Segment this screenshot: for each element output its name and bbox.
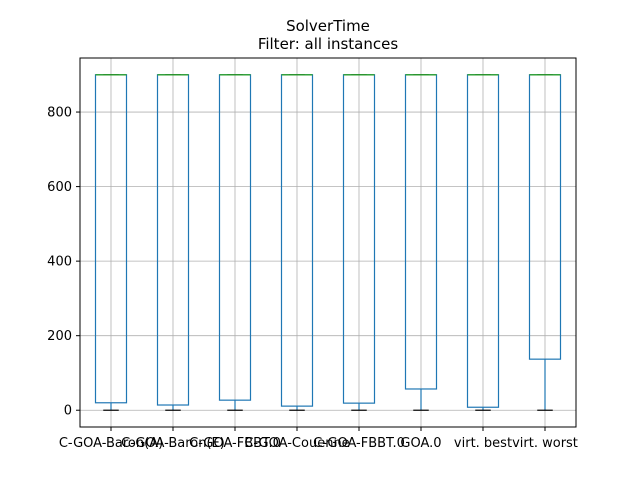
x-tick-label: C-GOA-FBBT.0 <box>189 436 281 451</box>
chart-subtitle: Filter: all instances <box>258 35 399 53</box>
box-7 <box>528 74 562 411</box>
y-tick-label: 0 <box>64 404 72 419</box>
x-axis: C-GOA-Baron(A)C-GOA-Baron(E)C-GOA-FBBT.0… <box>59 427 578 451</box>
x-tick-label: virt. best <box>454 436 512 451</box>
y-axis: 0 200 400 600 800 <box>47 106 80 419</box>
plot-frame <box>79 57 577 428</box>
x-tick-label: C-GOA-Couenne <box>244 436 349 451</box>
box-5 <box>404 74 438 411</box>
box-3 <box>280 74 314 411</box>
x-tick-label: C-GOA-Baron(E) <box>121 436 225 451</box>
y-tick-label: 400 <box>47 255 72 270</box>
x-tick-label: C-GOA-Baron(A) <box>59 436 163 451</box>
x-tick-label: GOA.0 <box>400 436 441 451</box>
boxes <box>94 74 562 411</box>
x-tick-label: virt. worst <box>512 436 578 451</box>
x-tick-label: C-GOA-FBBT.0 <box>313 436 405 451</box>
y-tick-label: 200 <box>47 329 72 344</box>
box-1 <box>156 74 190 411</box>
chart-title: SolverTime <box>286 17 370 35</box>
box-0 <box>94 74 128 411</box>
box-4 <box>342 74 376 411</box>
y-tick-label: 800 <box>47 106 72 121</box>
box-2 <box>218 74 252 411</box>
y-tick-label: 600 <box>47 180 72 195</box>
box-6 <box>466 74 500 411</box>
grid <box>80 58 576 427</box>
